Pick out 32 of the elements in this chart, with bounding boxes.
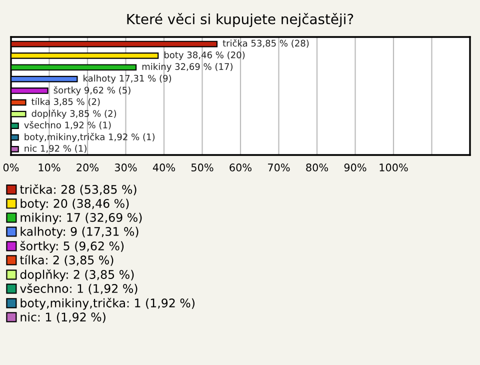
x-tick-label: 20%: [76, 164, 98, 172]
legend-label: tílka: 2 (3,85 %): [20, 254, 114, 266]
legend-label: doplňky: 2 (3,85 %): [20, 269, 134, 282]
data-label: kalhoty 17,31 % (9): [84, 74, 172, 84]
x-tick-label: 40%: [152, 164, 175, 172]
data-label: tílka 3,85 % (2): [32, 98, 100, 106]
data-label: boty,mikiny,trička 1,92 % (1): [24, 132, 155, 142]
legend-label: nic: 1 (1,92 %): [20, 312, 106, 323]
legend-label: mikiny: 17 (32,69 %): [20, 212, 142, 224]
x-tick-label: 100%: [380, 164, 408, 172]
x-tick-label: 60%: [230, 164, 252, 172]
data-label: boty 38,46 % (20): [164, 51, 245, 60]
legend-label: šortky: 5 (9,62 %): [20, 240, 124, 253]
legend-label: boty,mikiny,trička: 1 (1,92 %): [20, 298, 194, 310]
x-tick-label: 70%: [268, 164, 290, 172]
legend-label: kalhoty: 9 (17,31 %): [20, 226, 138, 238]
data-label: doplňky 3,85 % (2): [32, 110, 116, 119]
chart-title: Které věci si kupujete nejčastěji?: [127, 13, 354, 27]
x-tick-label: 30%: [114, 164, 137, 172]
x-tick-label: 10%: [38, 164, 60, 172]
x-tick-label: 80%: [306, 164, 328, 172]
legend-label: boty: 20 (38,46 %): [20, 198, 129, 210]
x-tick-label: 0%: [3, 164, 19, 172]
data-label: šortky 9,62 % (5): [54, 86, 130, 96]
data-label: všechno 1,92 % (1): [24, 121, 111, 130]
x-tick-label: 50%: [191, 164, 214, 172]
data-label: nic 1,92 % (1): [24, 144, 86, 153]
x-tick-label: 90%: [344, 164, 366, 172]
data-label: mikiny 32,69 % (17): [142, 63, 232, 72]
legend-label: trička: 28 (53,85 %): [20, 184, 136, 196]
legend-label: všechno: 1 (1,92 %): [20, 283, 138, 294]
data-label: trička 53,85 % (28): [222, 39, 309, 48]
